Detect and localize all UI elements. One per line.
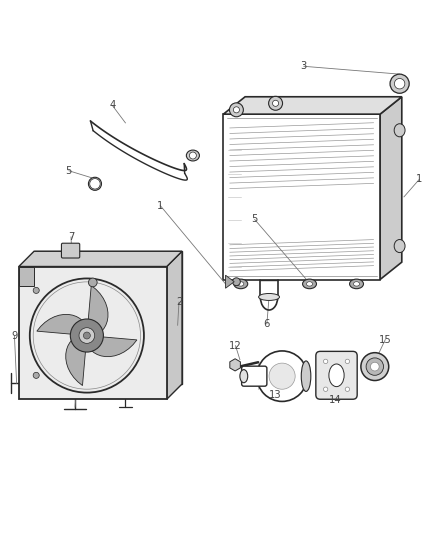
Ellipse shape <box>350 279 364 289</box>
Text: 11: 11 <box>56 298 69 309</box>
Polygon shape <box>66 337 86 385</box>
Polygon shape <box>34 251 182 384</box>
Circle shape <box>390 74 409 93</box>
FancyBboxPatch shape <box>316 351 357 399</box>
FancyBboxPatch shape <box>61 243 80 258</box>
Text: 3: 3 <box>301 61 307 71</box>
Text: 5: 5 <box>251 214 258 224</box>
Text: 15: 15 <box>379 335 392 345</box>
Ellipse shape <box>301 361 311 391</box>
Ellipse shape <box>233 278 240 286</box>
Ellipse shape <box>353 282 360 286</box>
Circle shape <box>366 358 384 375</box>
Text: 12: 12 <box>229 341 242 351</box>
Circle shape <box>79 328 95 343</box>
Polygon shape <box>223 114 380 279</box>
Circle shape <box>83 332 90 339</box>
Ellipse shape <box>234 279 248 289</box>
Polygon shape <box>230 359 240 371</box>
Circle shape <box>323 359 328 364</box>
Text: 13: 13 <box>268 390 281 400</box>
Circle shape <box>257 351 307 401</box>
Polygon shape <box>19 266 167 399</box>
Circle shape <box>269 363 295 389</box>
Circle shape <box>90 179 100 189</box>
Polygon shape <box>167 251 182 399</box>
Text: 14: 14 <box>329 395 342 405</box>
Circle shape <box>361 353 389 381</box>
Polygon shape <box>19 266 34 286</box>
Polygon shape <box>223 97 402 114</box>
Circle shape <box>272 100 279 107</box>
Circle shape <box>71 319 103 352</box>
FancyBboxPatch shape <box>242 366 267 386</box>
Circle shape <box>345 359 350 364</box>
Text: 8: 8 <box>74 369 81 379</box>
Ellipse shape <box>329 364 344 386</box>
Text: 1: 1 <box>157 200 163 211</box>
Text: 10: 10 <box>104 266 117 276</box>
Circle shape <box>189 152 196 159</box>
Polygon shape <box>89 336 137 357</box>
Polygon shape <box>37 314 85 335</box>
Text: 7: 7 <box>68 232 74 242</box>
Circle shape <box>33 373 39 378</box>
Ellipse shape <box>88 177 102 190</box>
Text: 9: 9 <box>11 331 18 341</box>
Polygon shape <box>88 286 108 334</box>
Circle shape <box>323 387 328 391</box>
Text: 1: 1 <box>416 174 422 184</box>
Ellipse shape <box>186 150 199 161</box>
Ellipse shape <box>394 239 405 253</box>
Text: 2: 2 <box>176 297 182 307</box>
Ellipse shape <box>240 370 248 383</box>
Circle shape <box>33 287 39 294</box>
Ellipse shape <box>258 294 279 301</box>
Circle shape <box>88 278 97 287</box>
Ellipse shape <box>303 279 317 289</box>
Circle shape <box>371 362 379 371</box>
Text: 4: 4 <box>109 100 116 110</box>
Circle shape <box>268 96 283 110</box>
Ellipse shape <box>238 282 244 286</box>
Circle shape <box>233 107 240 113</box>
Text: 6: 6 <box>264 319 270 329</box>
Circle shape <box>230 103 244 117</box>
Circle shape <box>345 387 350 391</box>
Ellipse shape <box>307 282 313 286</box>
Polygon shape <box>380 97 402 279</box>
Circle shape <box>394 78 405 89</box>
Ellipse shape <box>394 124 405 137</box>
Text: 5: 5 <box>66 166 72 176</box>
Polygon shape <box>19 251 182 266</box>
Polygon shape <box>226 275 234 288</box>
